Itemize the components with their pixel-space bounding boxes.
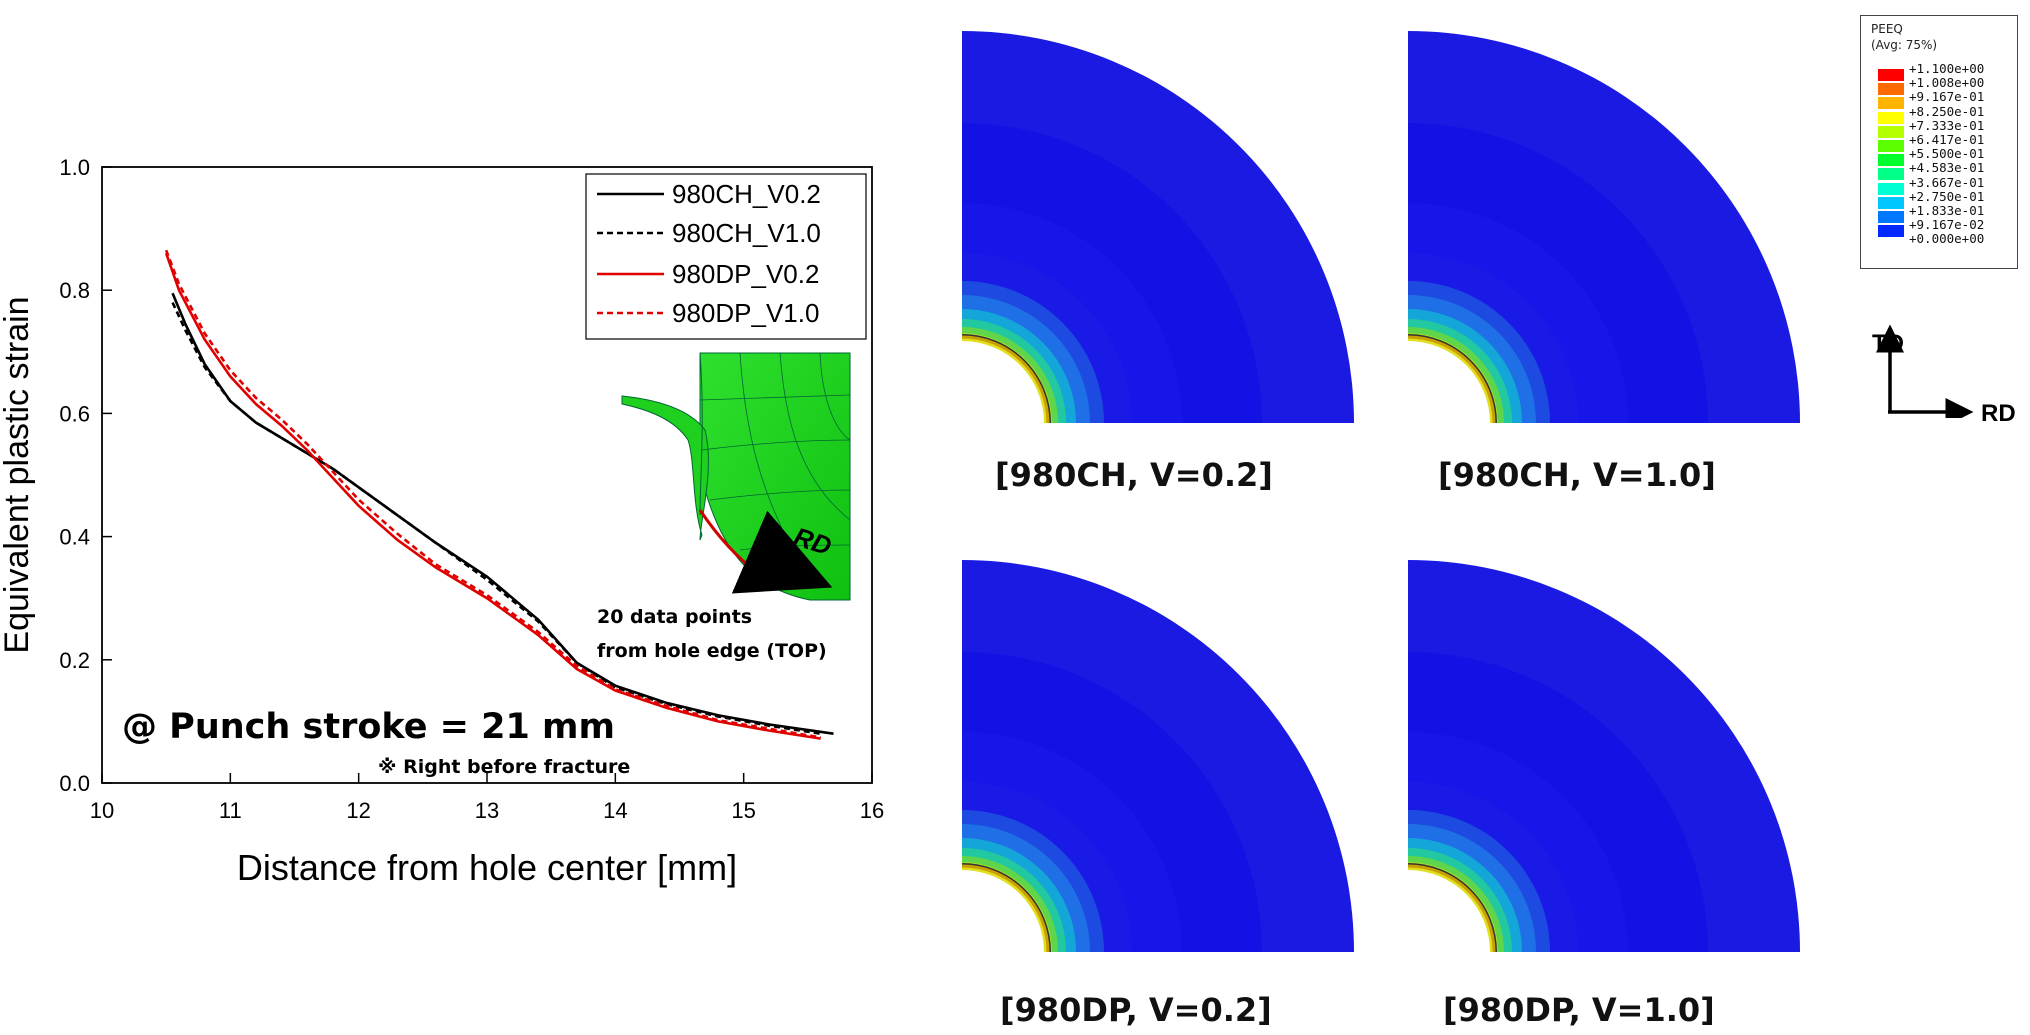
contour-label-980DP-V1.0: [980DP, V=1.0]	[1443, 991, 1715, 1029]
chart-legend: 980CH_V0.2 980CH_V1.0 980DP_V0.2 980DP_V…	[585, 173, 867, 340]
inset-caption-line1: 20 data points	[597, 606, 752, 628]
x-tick-label: 11	[219, 798, 242, 823]
x-tick-label: 16	[860, 798, 884, 823]
peeq-legend-value: +9.167e-01	[1909, 89, 1985, 105]
legend-label: 980DP_V1.0	[672, 298, 819, 328]
peeq-legend-swatch	[1878, 182, 1904, 195]
series-line-980CH_V1.0	[171, 301, 821, 736]
punch-stroke-text: @ Punch stroke = 21 mm	[122, 707, 615, 747]
y-tick-label: 1.0	[59, 155, 90, 180]
peeq-legend-swatch	[1878, 154, 1904, 167]
x-tick-label: 10	[90, 798, 114, 823]
peeq-legend-swatch	[1878, 140, 1904, 152]
legend-label: 980CH_V0.2	[672, 179, 821, 209]
peeq-legend-subtitle: (Avg: 75%)	[1871, 38, 1938, 52]
peeq-legend-swatch	[1878, 97, 1904, 110]
contour-label-980CH-V1.0: [980CH, V=1.0]	[1438, 456, 1716, 494]
peeq-legend-swatch	[1878, 211, 1904, 223]
peeq-legend-swatch	[1878, 168, 1904, 181]
rd-label: RD	[1981, 400, 2016, 427]
contour-label-980DP-V0.2: [980DP, V=0.2]	[1000, 991, 1272, 1029]
x-axis-label: Distance from hole center [mm]	[237, 847, 737, 888]
contour-plot-980DP-V1.0	[1408, 560, 1800, 952]
peeq-legend-swatch	[1878, 83, 1904, 96]
contour-plot-980DP-V0.2	[962, 560, 1354, 952]
peeq-legend-value: +4.583e-01	[1909, 160, 1985, 176]
peeq-legend-value: +3.667e-01	[1909, 174, 1985, 190]
peeq-legend-value: +7.333e-01	[1909, 117, 1985, 133]
x-tick-label: 15	[731, 798, 755, 823]
peeq-legend-title: PEEQ	[1871, 22, 1903, 36]
peeq-legend-swatch	[1878, 125, 1904, 138]
series-line-980DP_V1.0	[164, 249, 821, 739]
y-tick-label: 0.6	[59, 401, 90, 426]
y-axis-label: Equivalent plastic strain	[0, 296, 36, 653]
peeq-legend-value: +6.417e-01	[1909, 132, 1985, 147]
x-tick-label: 14	[603, 798, 627, 823]
peeq-legend-value: +1.100e+00	[1909, 61, 1985, 76]
y-tick-label: 0.8	[59, 278, 90, 303]
fracture-note-text: ※ Right before fracture	[378, 756, 630, 778]
y-tick-label: 0.0	[59, 771, 90, 796]
x-tick-label: 12	[346, 798, 370, 823]
peeq-legend-value: +1.008e+00	[1909, 75, 1985, 91]
peeq-legend-swatch	[1878, 69, 1904, 81]
peeq-legend-value: +2.750e-01	[1909, 188, 1985, 204]
legend-label: 980DP_V0.2	[672, 259, 819, 289]
td-rd-axes-indicator	[1876, 324, 1974, 418]
peeq-legend-value: +5.500e-01	[1909, 146, 1985, 162]
mesh-inset-image: RD	[621, 352, 851, 601]
peeq-legend-swatch	[1878, 111, 1904, 124]
series-line-980DP_V0.2	[164, 252, 821, 740]
peeq-legend-value: +0.000e+00	[1909, 231, 1985, 247]
peeq-legend: PEEQ (Avg: 75%) +1.100e+00 +1.008e+00 +9.1…	[1860, 15, 2018, 269]
peeq-legend-value: +9.167e-02	[1909, 217, 1985, 233]
peeq-legend-value: +1.833e-01	[1909, 203, 1985, 218]
y-tick-label: 0.2	[59, 648, 90, 673]
peeq-legend-value: +8.250e-01	[1909, 103, 1985, 119]
inset-caption-line2: from hole edge (TOP)	[597, 640, 827, 662]
td-label: TD	[1872, 330, 1904, 357]
legend-label: 980CH_V1.0	[672, 218, 821, 248]
y-tick-label: 0.4	[59, 525, 90, 550]
contour-plot-980CH-V1.0	[1408, 31, 1800, 423]
contour-plot-980CH-V0.2	[962, 31, 1354, 423]
peeq-legend-swatch	[1878, 196, 1904, 209]
contour-label-980CH-V0.2: [980CH, V=0.2]	[995, 456, 1273, 494]
peeq-legend-swatch	[1878, 225, 1904, 238]
x-tick-label: 13	[475, 798, 499, 823]
strain-chart: 10 11 12 13 14 15 16 0.0 0.2 0.4 0.6 0.8 1.0 980CH_V…	[0, 155, 884, 888]
